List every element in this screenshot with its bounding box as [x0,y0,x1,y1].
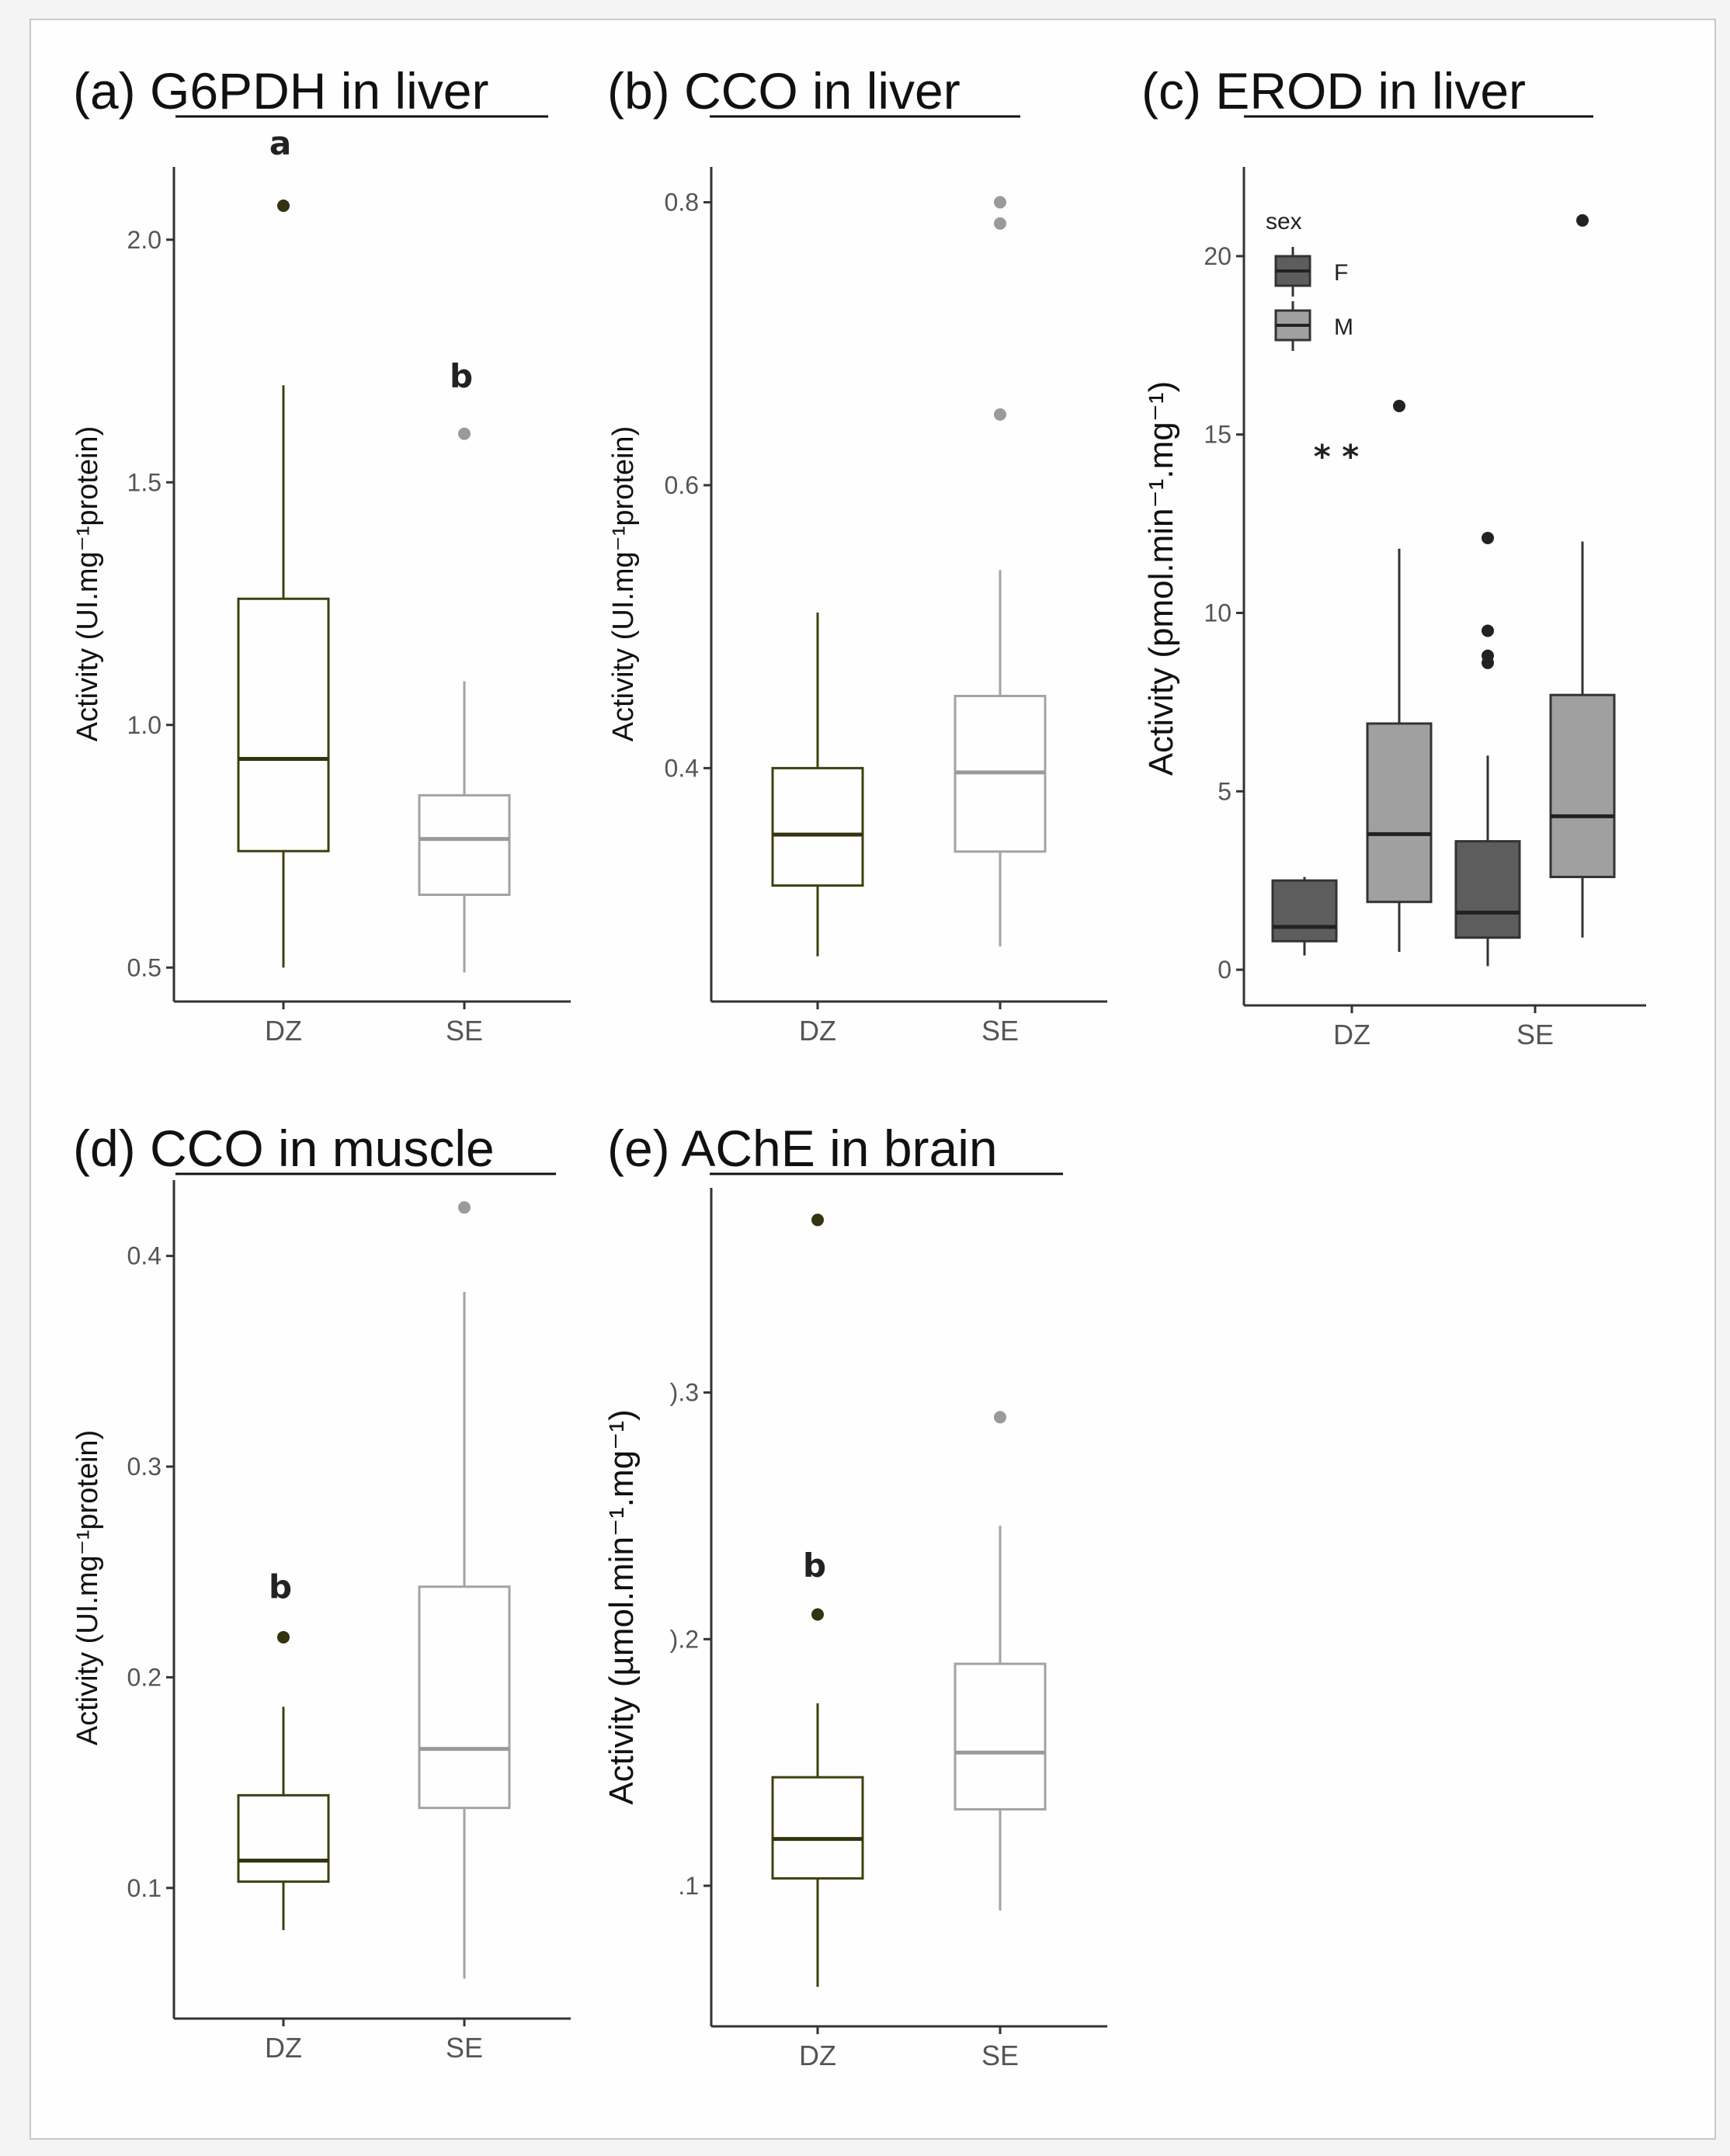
outlier-point [994,408,1006,421]
y-axis-label: Activity (UI.mg⁻¹protein) [71,426,104,741]
x-tick-label: DZ [265,1015,302,1047]
y-tick-label: 0.8 [665,189,699,217]
box-iqr [954,1662,1047,1811]
y-tick-label: 2.0 [127,226,162,254]
y-tick-label: 10 [1204,599,1231,627]
y-tick-label: 0.3 [127,1453,162,1481]
x-tick-label: SE [446,2032,483,2064]
y-tick-label: 0.2 [127,1663,162,1691]
y-axis-label: Activity (UI.mg⁻¹protein) [607,426,640,741]
chart-title: (c) EROD in liver [1141,62,1526,120]
figure-frame [30,19,1716,2140]
box-iqr [418,793,511,896]
y-tick-label: 0.1 [127,1874,162,1902]
box-iqr [237,597,330,852]
outlier-point [277,1630,290,1644]
legend: sex F M [1266,209,1353,351]
chart-panel-b: (b) CCO in liver 0.4 0.6 0.8 DZ SE Activity (U… [607,62,1107,1047]
y-tick-label: 0.4 [665,754,699,782]
box-F-SE [1454,531,1521,967]
chart-panel-e: (e) AChE in brain .1 ).2 ).3 DZ SE Activity (µ… [603,1120,1107,2071]
box-iqr [1271,879,1338,943]
chart-panel-a: (a) G6PDH in liver 0.5 1.0 1.5 2.0 DZ SE Activi… [71,62,571,1047]
y-tick-label: 20 [1204,242,1231,270]
box-iqr [1549,693,1616,879]
box-SE [418,427,511,973]
chart-panel-d: (d) CCO in muscle 0.1 0.2 0.3 0.4 DZ SE Activit… [71,1120,571,2064]
box-iqr [771,766,864,887]
outlier-point [1482,531,1494,544]
x-tick-label: DZ [799,2040,836,2071]
y-tick-label: 15 [1204,421,1231,449]
significance-annotation: b [450,357,473,395]
y-axis-label: Activity (UI.mg⁻¹protein) [71,1430,104,1745]
box-iqr [418,1585,511,1810]
outlier-point [1393,399,1405,412]
legend-title: sex [1266,209,1302,234]
chart-title: (d) CCO in muscle [73,1120,495,1177]
y-tick-label: 5 [1218,777,1231,805]
significance-annotation: b [803,1547,826,1585]
outlier-point [994,217,1006,230]
box-SE [418,1201,511,1979]
box-DZ [237,1630,330,1931]
box-M-SE [1549,214,1616,938]
chart-panel-c: (c) EROD in liver 0 5 10 15 20 DZ SE Activity (p… [1141,62,1646,1050]
outlier-point [458,1201,471,1214]
significance-annotation: * * [1314,437,1360,475]
outlier-point [1482,656,1494,669]
x-tick-label: DZ [1333,1019,1370,1050]
y-tick-label: 0 [1218,956,1231,984]
legend-label-M: M [1334,314,1353,340]
box-iqr [1454,840,1521,939]
outlier-point [277,200,290,212]
x-tick-label: DZ [265,2032,302,2064]
box-M-DZ [1366,399,1433,953]
x-tick-label: SE [981,2040,1019,2071]
x-tick-label: SE [446,1015,483,1047]
outlier-point [811,1608,824,1621]
outlier-point [1576,214,1589,227]
x-tick-label: SE [1516,1019,1554,1050]
box-iqr [771,1776,864,1880]
y-tick-label: 0.5 [127,953,162,981]
x-tick-label: SE [981,1015,1019,1047]
y-axis-label: Activity (µmol.min⁻¹.mg⁻¹) [603,1409,641,1804]
box-SE [954,1411,1047,1911]
y-tick-label: 0.4 [127,1242,162,1270]
significance-annotation: b [269,1568,292,1606]
box-DZ [771,612,864,956]
y-tick-label: 1.0 [127,711,162,739]
outlier-point [811,1213,824,1227]
x-tick-label: DZ [799,1015,836,1047]
outlier-point [994,196,1006,209]
box-SE [954,196,1047,946]
box-DZ [237,200,330,968]
y-tick-label: ).2 [670,1625,699,1653]
y-tick-label: .1 [678,1872,699,1900]
y-axis-label: Activity (pmol.min⁻¹.mg⁻¹) [1142,381,1180,776]
significance-annotation: a [269,124,291,162]
box-DZ [771,1213,864,1988]
chart-title: (a) G6PDH in liver [73,62,488,120]
chart-title: (b) CCO in liver [607,62,961,120]
y-tick-label: 0.6 [665,471,699,499]
outlier-point [458,427,471,440]
box-iqr [237,1793,330,1883]
outlier-point [994,1411,1006,1424]
legend-label-F: F [1334,260,1348,286]
y-tick-label: ).3 [670,1379,699,1407]
chart-title: (e) AChE in brain [607,1120,998,1177]
box-iqr [1366,722,1433,904]
outlier-point [1482,624,1494,637]
y-tick-label: 1.5 [127,468,162,496]
box-F-DZ [1271,877,1338,956]
